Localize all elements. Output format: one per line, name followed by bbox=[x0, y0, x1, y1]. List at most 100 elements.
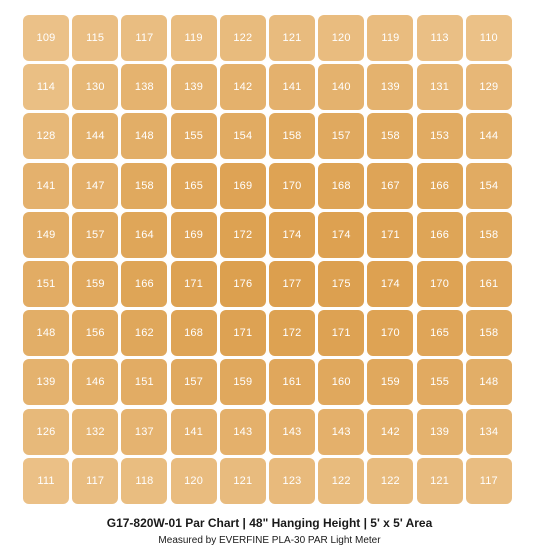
par-cell-r8-c4: 157 bbox=[170, 359, 217, 406]
par-heatmap-grid: 109 115 117 119 122 121 120 119 113 110 114 130 138 1… bbox=[23, 15, 516, 508]
par-cell-r9-c4: 141 bbox=[170, 408, 217, 455]
par-cell-r3-c10: 144 bbox=[465, 113, 512, 160]
par-cell-r1-c7: 120 bbox=[318, 15, 365, 61]
par-cell-r7-c4: 168 bbox=[170, 310, 217, 357]
par-cell-r5-c9: 166 bbox=[416, 211, 463, 258]
par-cell-r8-c3: 151 bbox=[121, 359, 168, 406]
par-cell-r5-c5: 172 bbox=[219, 211, 266, 258]
par-cell-r4-c8: 167 bbox=[367, 162, 414, 209]
par-cell-r10-c8: 122 bbox=[367, 457, 414, 504]
par-cell-r6-c2: 159 bbox=[72, 261, 119, 307]
par-cell-r5-c6: 174 bbox=[269, 211, 315, 258]
par-cell-r10-c6: 123 bbox=[269, 457, 315, 504]
par-cell-r10-c9: 121 bbox=[416, 457, 463, 504]
par-cell-r7-c3: 162 bbox=[121, 310, 168, 357]
par-cell-r2-c5: 142 bbox=[219, 64, 266, 111]
par-cell-r3-c7: 157 bbox=[318, 113, 365, 160]
par-cell-r9-c1: 126 bbox=[23, 408, 69, 455]
par-cell-r6-c1: 151 bbox=[23, 261, 69, 307]
par-cell-r2-c4: 139 bbox=[170, 64, 217, 111]
par-cell-r6-c8: 174 bbox=[367, 261, 414, 307]
par-cell-r7-c8: 170 bbox=[367, 310, 414, 357]
par-cell-r3-c1: 128 bbox=[23, 113, 69, 160]
par-cell-r5-c7: 174 bbox=[318, 211, 365, 258]
par-cell-r10-c5: 121 bbox=[219, 457, 266, 504]
par-cell-r8-c9: 155 bbox=[416, 359, 463, 406]
par-cell-r1-c4: 119 bbox=[170, 15, 217, 61]
par-cell-r9-c10: 134 bbox=[465, 408, 512, 455]
par-cell-r9-c5: 143 bbox=[219, 408, 266, 455]
par-cell-r10-c4: 120 bbox=[170, 457, 217, 504]
par-cell-r10-c1: 111 bbox=[23, 457, 69, 504]
chart-subtitle: Measured by EVERFINE PLA-30 PAR Light Me… bbox=[158, 535, 381, 546]
par-cell-r8-c5: 159 bbox=[219, 359, 266, 406]
par-cell-r9-c3: 137 bbox=[121, 408, 168, 455]
par-cell-r9-c6: 143 bbox=[269, 408, 315, 455]
par-cell-r2-c7: 140 bbox=[318, 64, 365, 111]
par-cell-r3-c2: 144 bbox=[72, 113, 119, 160]
par-cell-r3-c5: 154 bbox=[219, 113, 266, 160]
par-cell-r2-c8: 139 bbox=[367, 64, 414, 111]
par-cell-r5-c8: 171 bbox=[367, 211, 414, 258]
par-cell-r6-c4: 171 bbox=[170, 261, 217, 307]
par-cell-r5-c10: 158 bbox=[465, 211, 512, 258]
par-cell-r4-c10: 154 bbox=[465, 162, 512, 209]
par-cell-r1-c5: 122 bbox=[219, 15, 266, 61]
par-cell-r10-c2: 117 bbox=[72, 457, 119, 504]
par-cell-r4-c3: 158 bbox=[121, 162, 168, 209]
par-cell-r2-c10: 129 bbox=[465, 64, 512, 111]
par-cell-r7-c2: 156 bbox=[72, 310, 119, 357]
par-cell-r7-c5: 171 bbox=[219, 310, 266, 357]
par-cell-r2-c3: 138 bbox=[121, 64, 168, 111]
par-cell-r6-c6: 177 bbox=[269, 261, 315, 307]
par-cell-r8-c1: 139 bbox=[23, 359, 69, 406]
par-cell-r1-c9: 113 bbox=[416, 15, 463, 61]
par-cell-r6-c9: 170 bbox=[416, 261, 463, 307]
par-cell-r8-c8: 159 bbox=[367, 359, 414, 406]
par-cell-r9-c7: 143 bbox=[318, 408, 365, 455]
par-cell-r5-c1: 149 bbox=[23, 211, 69, 258]
par-cell-r1-c1: 109 bbox=[23, 15, 69, 61]
par-cell-r3-c6: 158 bbox=[269, 113, 315, 160]
par-cell-r3-c9: 153 bbox=[416, 113, 463, 160]
par-cell-r8-c6: 161 bbox=[269, 359, 315, 406]
par-cell-r3-c8: 158 bbox=[367, 113, 414, 160]
par-cell-r10-c7: 122 bbox=[318, 457, 365, 504]
par-cell-r1-c3: 117 bbox=[121, 15, 168, 61]
par-cell-r7-c7: 171 bbox=[318, 310, 365, 357]
par-cell-r8-c2: 146 bbox=[72, 359, 119, 406]
par-cell-r7-c6: 172 bbox=[269, 310, 315, 357]
par-cell-r3-c4: 155 bbox=[170, 113, 217, 160]
par-cell-r4-c9: 166 bbox=[416, 162, 463, 209]
par-cell-r7-c1: 148 bbox=[23, 310, 69, 357]
par-cell-r6-c3: 166 bbox=[121, 261, 168, 307]
par-cell-r4-c1: 141 bbox=[23, 162, 69, 209]
par-cell-r10-c3: 118 bbox=[121, 457, 168, 504]
par-cell-r5-c4: 169 bbox=[170, 211, 217, 258]
chart-title: G17-820W-01 Par Chart | 48" Hanging Heig… bbox=[106, 516, 433, 530]
par-cell-r7-c10: 158 bbox=[465, 310, 512, 357]
par-cell-r2-c2: 130 bbox=[72, 64, 119, 111]
par-cell-r2-c9: 131 bbox=[416, 64, 463, 111]
par-cell-r6-c7: 175 bbox=[318, 261, 365, 307]
par-cell-r9-c2: 132 bbox=[72, 408, 119, 455]
par-cell-r2-c1: 114 bbox=[23, 64, 69, 111]
par-cell-r4-c6: 170 bbox=[269, 162, 315, 209]
par-cell-r4-c2: 147 bbox=[72, 162, 119, 209]
par-cell-r5-c3: 164 bbox=[121, 211, 168, 258]
par-cell-r8-c7: 160 bbox=[318, 359, 365, 406]
par-cell-r6-c10: 161 bbox=[465, 261, 512, 307]
par-cell-r4-c7: 168 bbox=[318, 162, 365, 209]
par-cell-r3-c3: 148 bbox=[121, 113, 168, 160]
par-cell-r7-c9: 165 bbox=[416, 310, 463, 357]
par-cell-r1-c10: 110 bbox=[465, 15, 512, 61]
par-cell-r1-c6: 121 bbox=[269, 15, 315, 61]
par-cell-r6-c5: 176 bbox=[219, 261, 266, 307]
par-cell-r4-c5: 169 bbox=[219, 162, 266, 209]
par-cell-r9-c9: 139 bbox=[416, 408, 463, 455]
par-cell-r8-c10: 148 bbox=[465, 359, 512, 406]
par-cell-r4-c4: 165 bbox=[170, 162, 217, 209]
par-cell-r5-c2: 157 bbox=[72, 211, 119, 258]
par-cell-r9-c8: 142 bbox=[367, 408, 414, 455]
par-cell-r10-c10: 117 bbox=[465, 457, 512, 504]
